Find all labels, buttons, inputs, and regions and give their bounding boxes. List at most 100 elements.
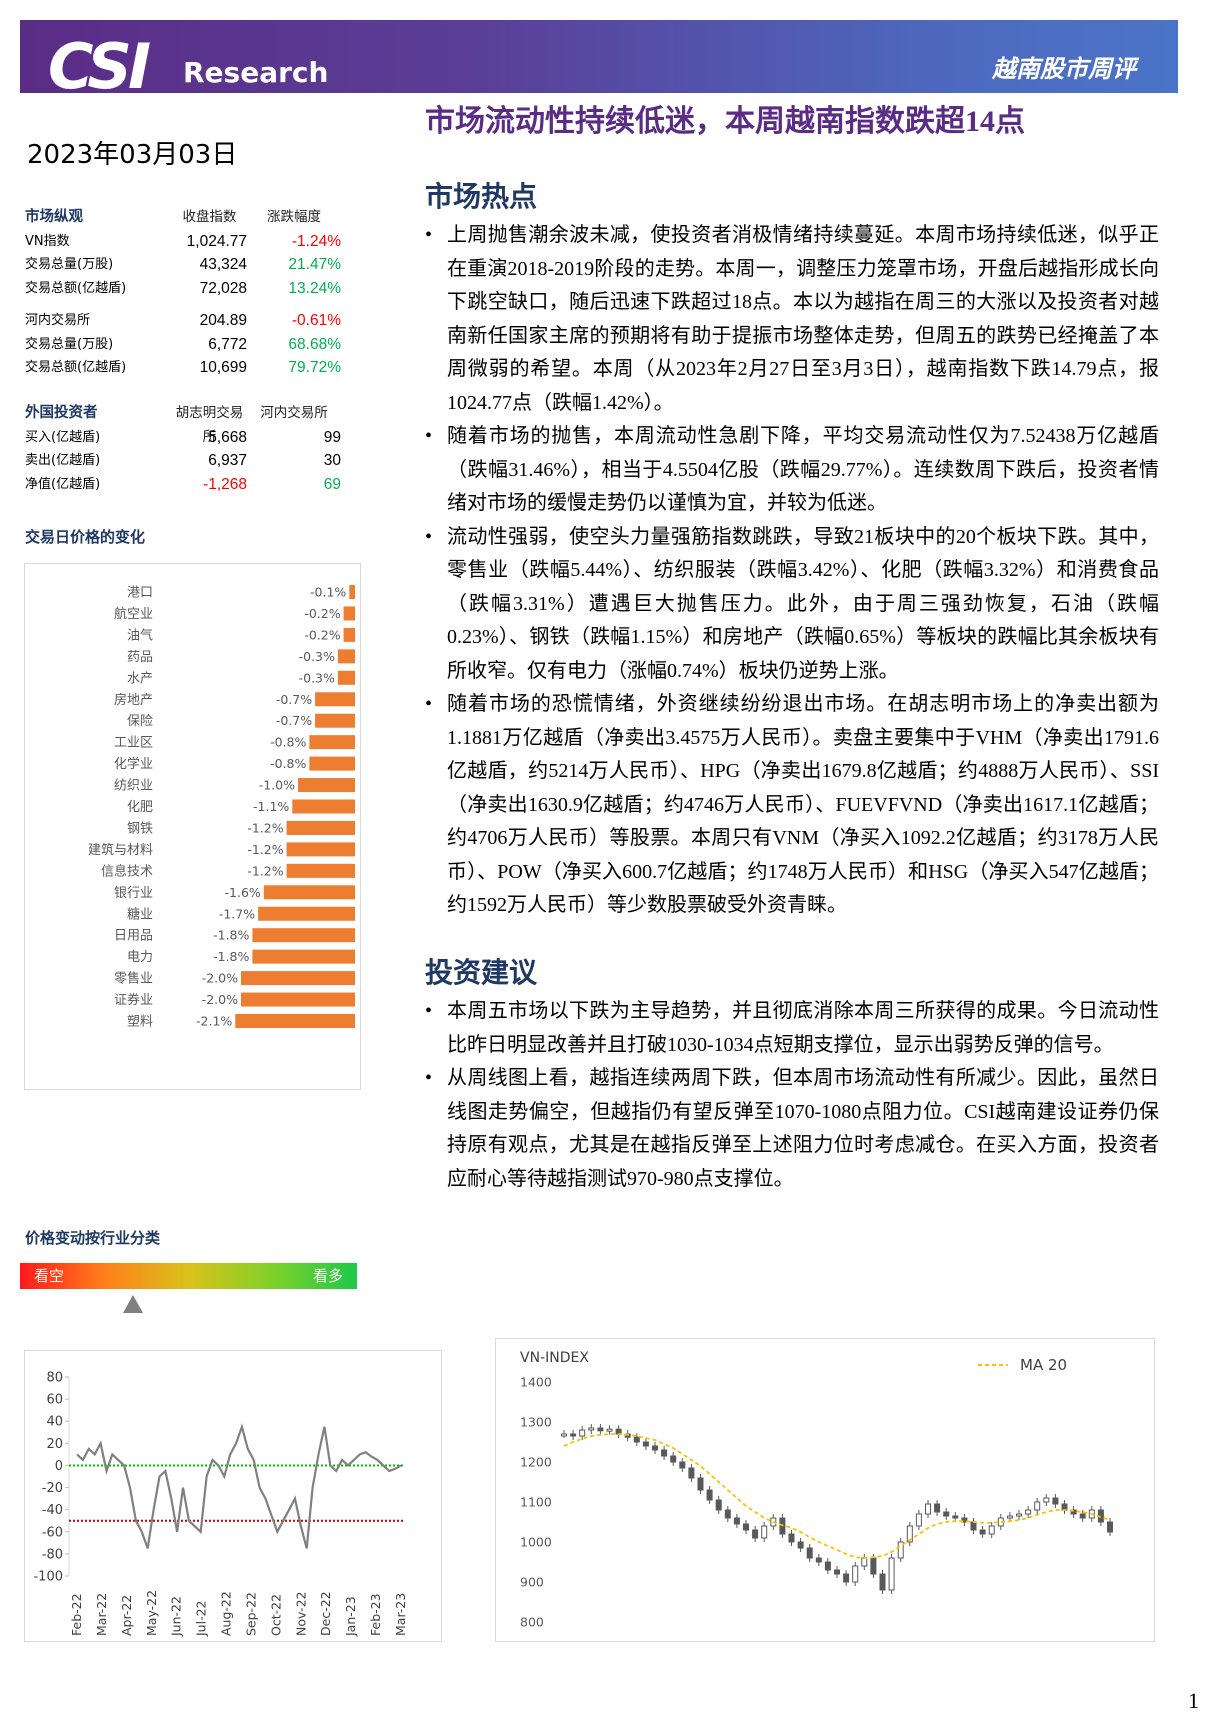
x-tick-label: Mar-22 [94,1593,109,1636]
bar [252,928,355,943]
sentiment-line [76,1423,402,1549]
value-label: -1.8% [213,949,249,964]
section-heading: 市场热点 [425,182,538,213]
section-heading: 投资建议 [425,958,538,989]
x-tick-label: Jan-23 [343,1596,358,1637]
bar [309,756,355,771]
bullet: 上周抛售潮余波未减，使投资者消极情绪持续蔓延。本周市场持续低迷，似乎正在重演20… [425,219,1159,420]
table-cell: 外国投资者 [25,405,98,421]
candle-body [1025,1509,1032,1515]
candle-body [834,1569,840,1575]
value-label: -1.1% [253,799,289,814]
bullet: 随着市场的恐慌情绪，外资继续纷纷退出市场。在胡志明市场上的净卖出额为1.1881… [425,688,1159,923]
category-label: 零售业 [114,971,153,987]
value-label: -2.1% [196,1014,232,1029]
table-row: 交易总额(亿越盾) 10,699 79.72% [25,356,345,380]
candle-body [579,1429,586,1437]
bar [252,949,355,964]
market-table: 市场纵观 收盘指数 涨跌幅度 VN指数 1,024.77 -1.24% 交易总量(万股) 43… [25,206,345,380]
candle-body [906,1525,913,1543]
report-name: 越南股市周评 [992,55,1136,83]
table-cell: 1,024.77 [186,232,247,250]
table-row: 交易总量(万股) 6,772 68.68% [25,333,345,357]
candle-body [852,1565,859,1583]
table-cell: 21.47% [288,256,341,273]
category-label: 保险 [127,714,153,729]
x-tick-label: Feb-23 [368,1593,383,1636]
category-label: 化肥 [127,800,153,815]
candle-body [806,1547,813,1559]
candle-body [925,1503,931,1515]
x-tick-label: Jul-22 [194,1601,209,1638]
table-header: 外国投资者 胡志明交易所 河内交易所 [25,402,345,445]
table-row: 买入(亿越盾) 5,668 99 [25,426,345,450]
value-label: -1.0% [259,778,295,793]
bar [337,670,355,685]
x-tick-label: Feb-22 [69,1593,84,1636]
table-row: 交易总量(万股) 43,324 21.47% [25,253,345,277]
scale-pointer [123,1295,143,1313]
candle-body [670,1455,677,1463]
candle-body [733,1517,740,1525]
table-cell: VN指数 [25,233,70,249]
bar [309,735,355,750]
value-label: -0.3% [299,670,335,685]
bar [298,778,355,793]
candle-body [824,1561,831,1571]
y-tick-label: 1400 [520,1375,552,1390]
candle-body [752,1529,759,1539]
candle-body [697,1477,704,1491]
table-cell: 204.89 [199,312,247,329]
bar [343,627,355,642]
bar [286,842,355,857]
candle-body [797,1541,804,1549]
candle-body [724,1509,731,1519]
y-tick-label: -20 [42,1481,63,1496]
x-tick-label: Apr-22 [119,1595,134,1636]
table-cell: -1,268 [203,475,247,493]
sector-chart-title: 交易日价格的变化 [25,528,146,546]
page-number: 1 [1188,1688,1199,1713]
table-cell: 69 [323,475,341,493]
candle-body [661,1449,668,1457]
table-cell: 99 [323,428,341,446]
bar [263,885,355,900]
headline: 市场流动性持续低迷，本周越南指数跌超14点 [425,105,1025,138]
table-cell: 6,937 [208,452,247,469]
bar [258,906,355,921]
candle-body [815,1557,822,1563]
value-label: -0.2% [304,606,340,621]
bullet-list: 上周抛售潮余波未减，使投资者消极情绪持续蔓延。本周市场持续低迷，似乎正在重演20… [425,219,1175,923]
candle-body [943,1511,950,1517]
value-label: -0.1% [310,585,346,600]
candle-body [934,1503,941,1513]
category-label: 证券业 [114,992,153,1008]
table-cell: 10,699 [199,359,247,376]
table-row: 交易总额(亿越盾) 72,028 13.24% [25,277,345,301]
candle-body [1061,1503,1068,1511]
x-tick-label: Sep-22 [243,1592,258,1636]
table-cell: 6,772 [208,335,247,353]
vnindex-chart: VN-INDEX 800 900 1000 1100 1200 1300 1400 MA 20 [495,1338,1155,1642]
value-label: -2.0% [202,992,238,1007]
x-tick-label: Aug-22 [219,1591,234,1636]
candle-body [1034,1501,1041,1511]
candle-body [606,1428,613,1432]
candle-body [915,1513,922,1527]
table-cell: 河内交易所 [260,405,328,421]
candle-body [870,1557,877,1575]
sector-chart: 港口 -0.1% 航空业 -0.2% 油气 -0.2% 药品 -0.3% 水产 -0.3% 房地产 -… [24,563,361,1090]
table-cell: 交易总量(万股) [25,336,114,352]
bar [349,585,355,599]
table-cell: 收盘指数 [182,209,237,225]
value-label: -0.7% [276,692,312,707]
candle-body [706,1489,713,1501]
category-label: 电力 [127,950,153,965]
bullet: 从周线图上看，越指连续两周下跌，但本周市场流动性有所减少。因此，虽然日线图走势偏… [425,1062,1159,1196]
y-tick-label: 1100 [520,1495,552,1510]
table-cell: 卖出(亿越盾) [25,453,101,468]
candle-body [652,1445,658,1451]
bull-label: 看多 [312,1267,343,1285]
candle-body [988,1525,995,1535]
